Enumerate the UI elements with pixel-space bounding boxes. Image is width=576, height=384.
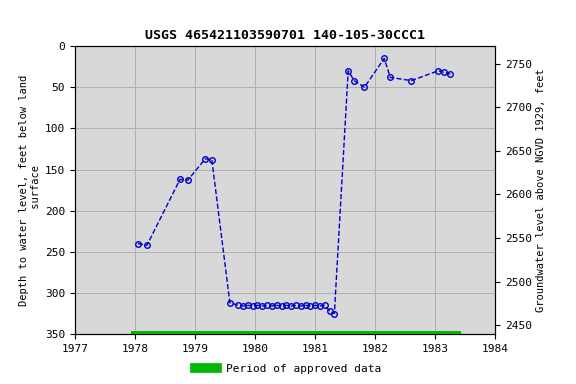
Y-axis label: Depth to water level, feet below land
 surface: Depth to water level, feet below land su… xyxy=(19,74,41,306)
Legend: Period of approved data: Period of approved data xyxy=(191,359,385,379)
Title: USGS 465421103590701 140-105-30CCC1: USGS 465421103590701 140-105-30CCC1 xyxy=(145,29,425,42)
Y-axis label: Groundwater level above NGVD 1929, feet: Groundwater level above NGVD 1929, feet xyxy=(536,68,546,312)
